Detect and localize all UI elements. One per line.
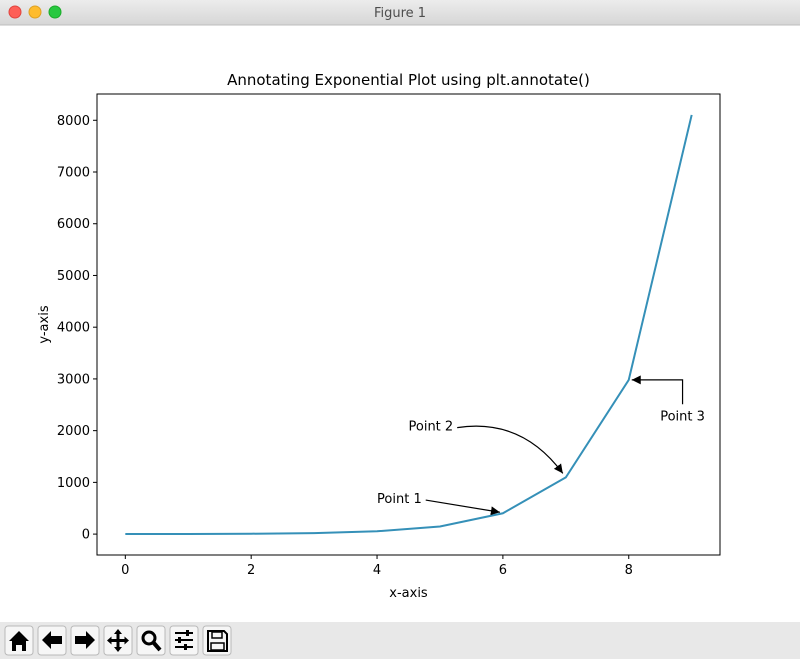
- y-tick-label: 4000: [57, 321, 90, 336]
- x-tick-label: 8: [625, 563, 633, 578]
- y-tick-label: 2000: [57, 424, 90, 439]
- pan-icon: [107, 629, 129, 652]
- zoom-button[interactable]: [48, 5, 62, 19]
- annotation-arrow: [425, 499, 500, 516]
- window-title: Figure 1: [374, 6, 426, 21]
- annotation-text: Point 2: [409, 420, 454, 435]
- data-line: [125, 114, 693, 536]
- annotation-text: Point 1: [377, 492, 422, 507]
- x-tick-label: 0: [121, 563, 129, 578]
- x-tick-label: 4: [373, 563, 381, 578]
- x-axis-label: x-axis: [389, 586, 428, 601]
- y-tick-label: 8000: [57, 114, 90, 129]
- y-axis-label: y-axis: [37, 305, 52, 343]
- y-tick-label: 7000: [57, 166, 90, 181]
- y-tick-label: 6000: [57, 217, 90, 232]
- back-icon: [42, 631, 62, 649]
- home-icon: [9, 631, 29, 651]
- annotation-text: Point 3: [660, 409, 705, 424]
- y-tick-label: 3000: [57, 372, 90, 387]
- y-tick-label: 1000: [57, 476, 90, 491]
- plot-frame: [96, 93, 721, 556]
- annotation-arrow: [631, 375, 684, 405]
- save-icon: [207, 630, 228, 652]
- y-tick-label: 0: [82, 528, 90, 543]
- x-tick-label: 2: [247, 563, 255, 578]
- annotation-arrow: [457, 425, 564, 474]
- figure: Annotating Exponential Plot using plt.an…: [37, 71, 721, 601]
- zoom-icon-handle: [151, 640, 162, 652]
- close-button[interactable]: [8, 5, 22, 19]
- zoom-icon: [141, 630, 157, 646]
- x-tick-label: 6: [499, 563, 507, 578]
- forward-icon: [75, 631, 95, 649]
- minimize-button[interactable]: [28, 5, 42, 19]
- configure-icon: [175, 630, 193, 650]
- toolbar: [0, 622, 800, 659]
- y-tick-label: 5000: [57, 269, 90, 284]
- toolbar-buttons: [4, 625, 232, 656]
- chart-title: Annotating Exponential Plot using plt.an…: [227, 71, 590, 89]
- title-bar: [0, 0, 800, 25]
- zoom-rect-button[interactable]: [136, 625, 166, 656]
